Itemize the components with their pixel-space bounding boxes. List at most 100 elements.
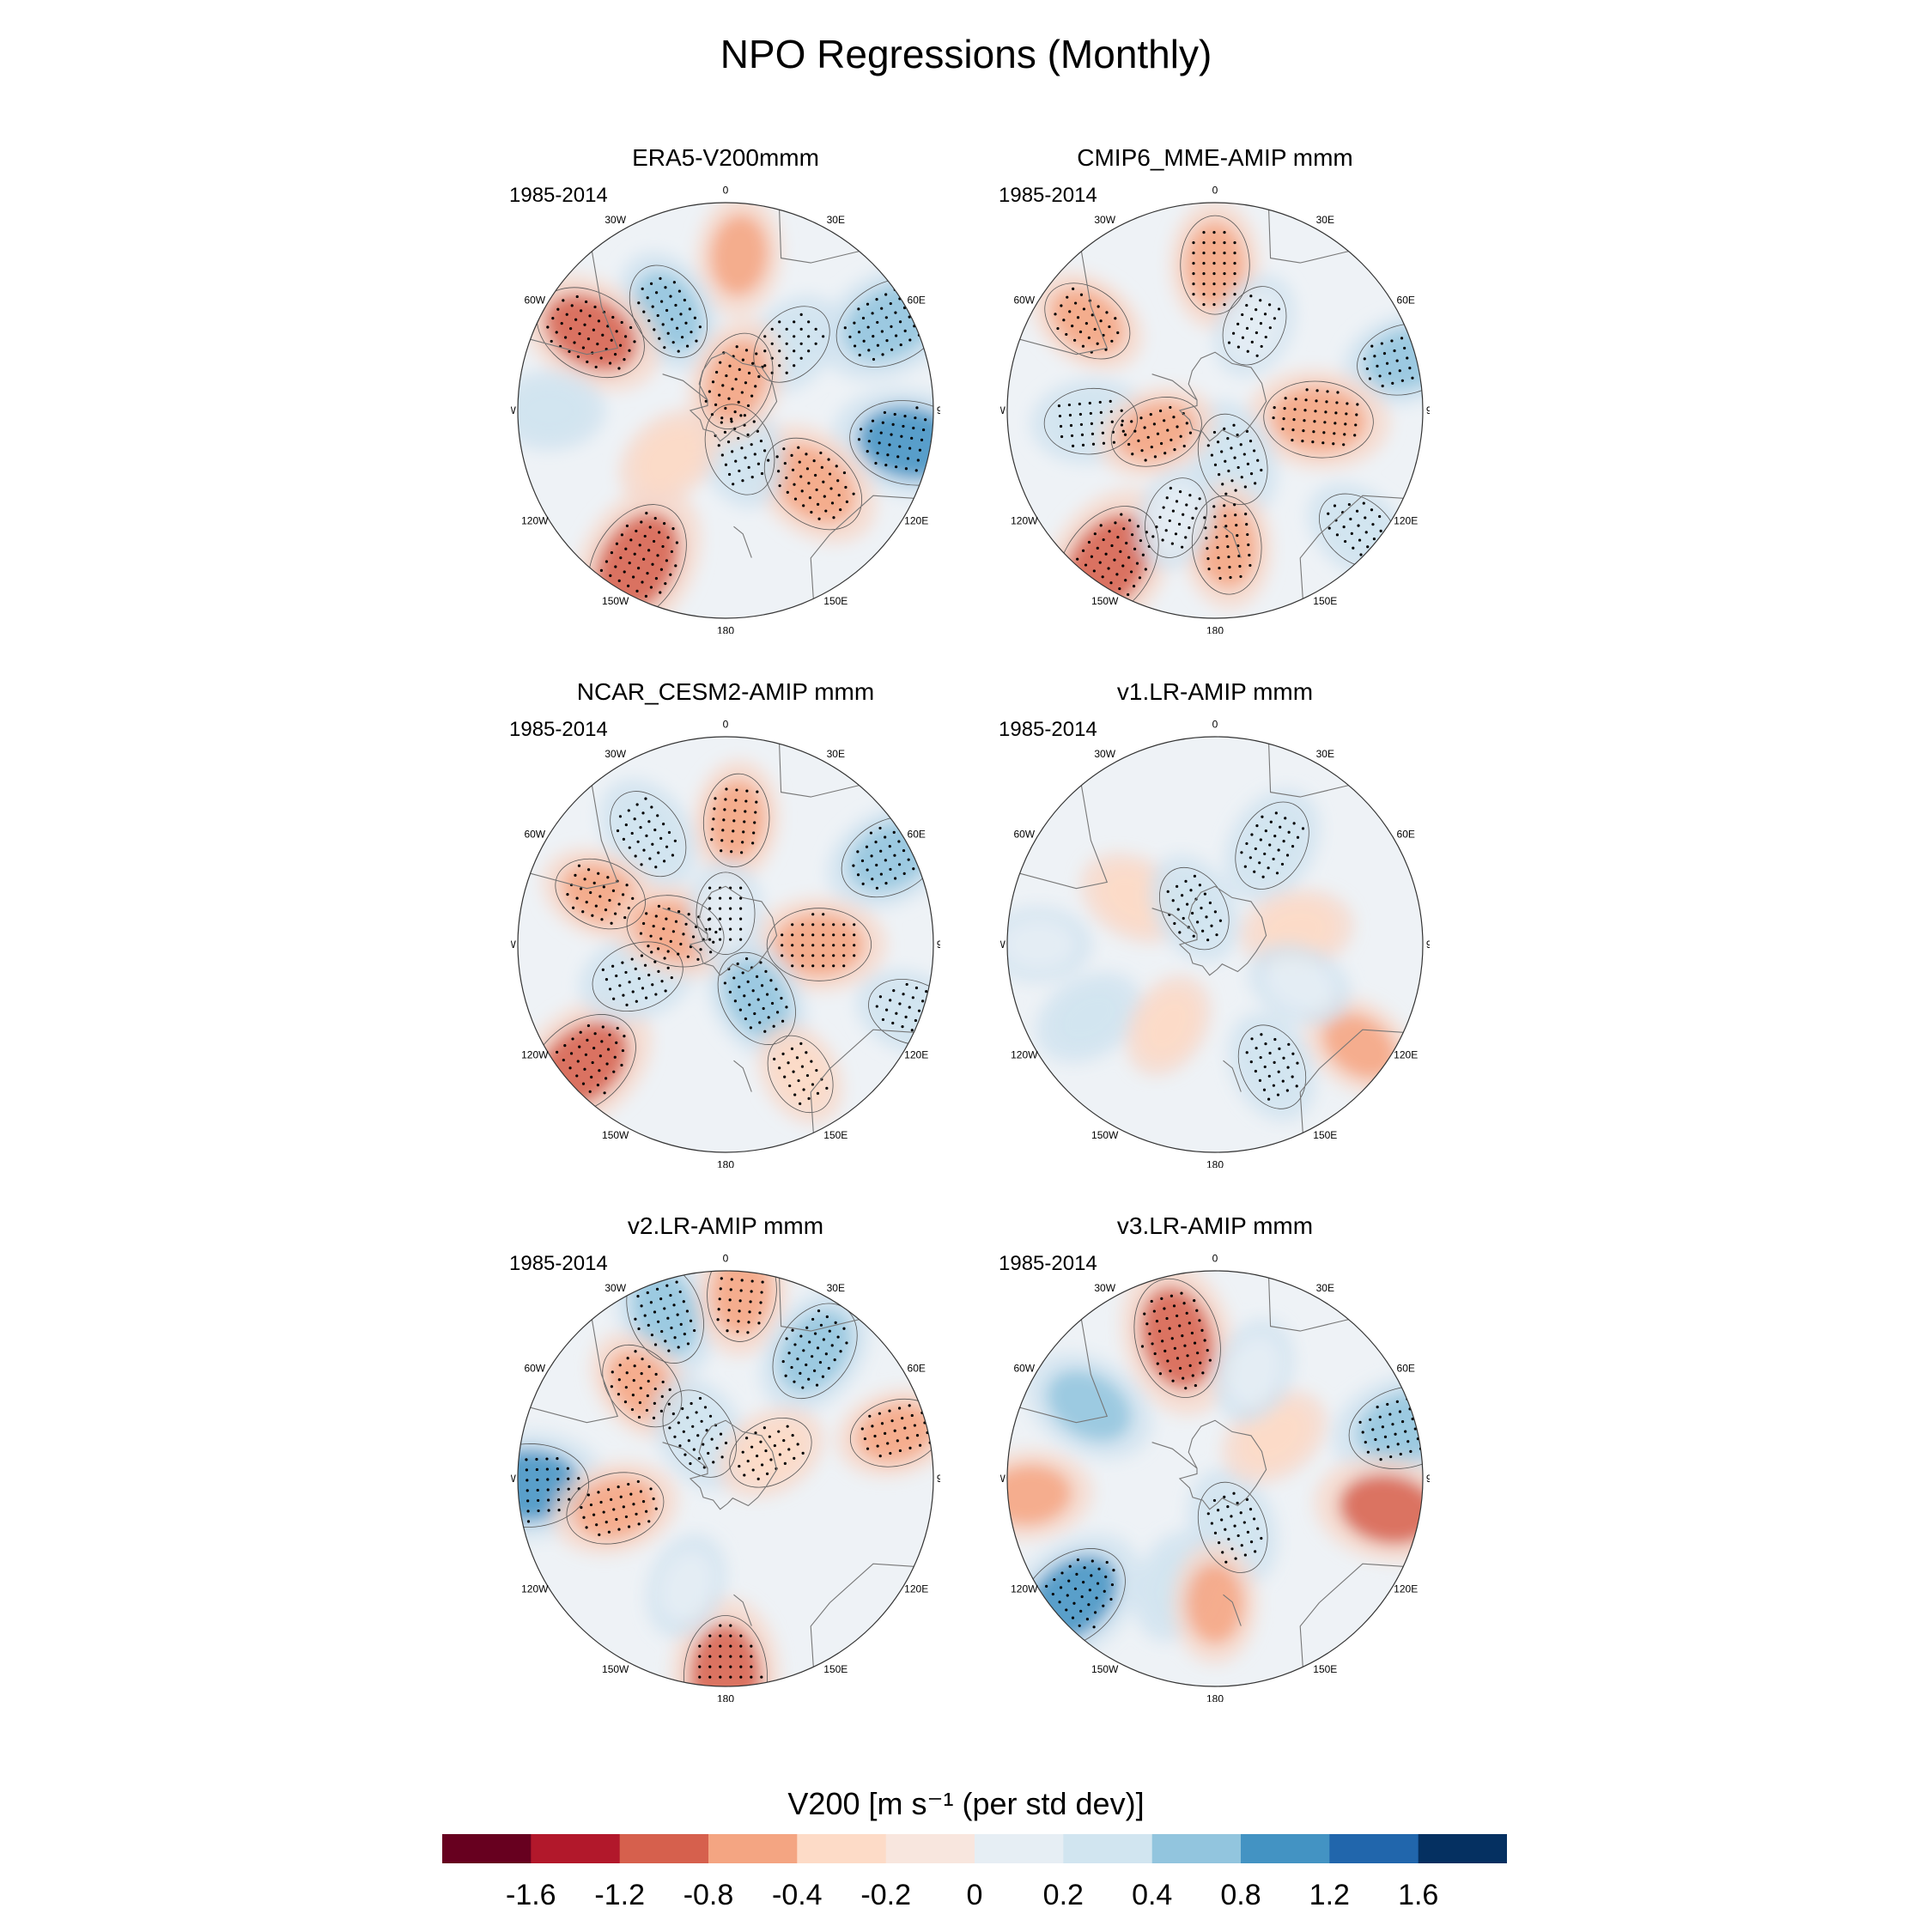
map-border [1006,736,1424,1153]
anomaly-negative [1149,483,1203,553]
significance-stipple [702,773,770,867]
longitude-label: 150E [823,595,848,607]
map-panel-v2-lr: v2.LR-AMIP mmm 1985-2014 0 30E 60E 90E 120E 1… [485,1212,966,1728]
figure-title: NPO Regressions (Monthly) [720,32,1212,76]
anomaly-negative [615,797,682,872]
longitude-label: 120E [1394,1583,1418,1595]
longitude-label: 0 [1212,185,1218,197]
colorbar-swatch [442,1834,532,1863]
significance-stipple [849,1398,933,1467]
significance-stipple [1237,1024,1307,1109]
colorbar-swatch [885,1834,975,1863]
longitude-label: 120E [1394,1048,1418,1060]
colorbar-swatch [1418,1834,1507,1863]
significance-stipple [602,1344,683,1428]
longitude-label: 30W [605,214,626,226]
significance-stipple [868,979,933,1046]
colorbar-swatch [619,1834,709,1863]
significance-stipple [1263,380,1374,459]
longitude-label: 180 [717,1159,734,1169]
polar-map: 0 30E 60E 90E 120E 150E 180 150W 120W 90W 60W 30W [511,185,940,635]
longitude-label: 120W [1011,1583,1038,1595]
longitude-label: 90W [1000,939,1006,951]
colorbar-swatch [1151,1834,1242,1863]
significance-stipple [626,895,725,968]
longitude-label: 150W [1091,1129,1119,1141]
longitude-label: 60W [524,829,545,841]
longitude-label: 90W [511,939,517,951]
map-panel-v3-lr: v3.LR-AMIP mmm 1985-2014 0 30E 60E 90E 120E 1… [975,1212,1455,1728]
anomaly-positive [710,215,769,296]
panel-title: CMIP6_MME-AMIP mmm [1077,144,1353,171]
longitude-label: 30W [1094,214,1115,226]
anomaly-positive [1139,992,1197,1060]
significance-stipple [1180,215,1250,315]
longitude-label: 150E [823,1663,848,1675]
land-outlines [530,210,914,599]
significance-stipple [610,791,687,878]
significance-stipple [1357,323,1423,396]
anomaly-negative [1356,1391,1423,1464]
longitude-label: 150W [602,1663,629,1675]
longitude-label: 90W [511,404,517,416]
significance-stipple [1197,1481,1268,1573]
longitude-label: 180 [1206,625,1224,635]
colorbar-tick-label: 1.6 [1398,1879,1438,1911]
longitude-label: 180 [1206,1693,1224,1703]
significance-stipple [704,404,775,495]
colorbar-swatch [1063,1834,1153,1863]
panel-title: v3.LR-AMIP mmm [1116,1212,1314,1239]
longitude-label: 60E [908,295,926,307]
anomaly-negative [857,405,933,480]
longitude-label: 180 [1206,1159,1224,1169]
anomaly-negative [700,878,751,950]
longitude-label: 150W [1091,1663,1119,1675]
land-outlines [1019,744,1404,1133]
colorbar-swatch [975,1834,1064,1863]
anomaly-negative [659,1551,714,1621]
significance-stipple [555,858,646,930]
panel-title: v1.LR-AMIP mmm [1116,678,1314,705]
polar-map: 0 30E 60E 90E 120E 150E 180 150W 120W 90W 60W 30W [1000,185,1430,635]
period-label: 1985-2014 [509,718,608,741]
anomaly-negative [1226,291,1283,361]
anomaly-negative [1363,328,1423,391]
colorbar-swatch [1329,1834,1419,1863]
longitude-label: 180 [717,1693,734,1703]
longitude-label: 60W [1013,295,1035,307]
anomaly-negative [518,383,587,438]
anomaly-positive [772,1040,829,1108]
longitude-label: 90W [1000,1473,1006,1485]
anomaly-positive [704,339,769,423]
longitude-label: 120E [904,1583,928,1595]
longitude-label: 90E [1426,1473,1430,1485]
colorbar-tick-label: 1.2 [1309,1879,1350,1911]
longitude-label: 60E [908,1363,926,1375]
significance-stipple [1235,801,1309,890]
significance-stipple [753,306,830,383]
longitude-label: 0 [723,1253,729,1265]
colorbar-tick-label: 0.8 [1220,1879,1261,1911]
anomaly-negative [1007,919,1074,970]
anomaly-positive [1185,222,1245,308]
longitude-label: 30W [605,748,626,760]
longitude-label: 30E [827,748,845,760]
map-panel-era5: ERA5-V200mmm 1985-2014 0 30E 60E 90E 120E 150… [485,144,966,659]
colorbar-tick-label: -0.8 [683,1879,734,1911]
map-border [1006,202,1424,619]
map-border [517,1270,934,1687]
anomaly-negative [1053,987,1125,1048]
map-panel-ncar-cesm2: NCAR_CESM2-AMIP mmm 1985-2014 0 30E 60E 90E… [485,678,966,1194]
anomaly-positive [1322,1012,1397,1079]
longitude-label: 120W [1011,1048,1038,1060]
longitude-label: 150W [1091,595,1119,607]
polar-map: 0 30E 60E 90E 120E 150E 180 150W 120W 90W 60W 30W [511,1253,940,1703]
longitude-label: 120W [521,1583,549,1595]
colorbar-tick-label: -0.2 [860,1879,911,1911]
longitude-label: 90E [937,404,940,416]
colorbar-swatch [1241,1834,1330,1863]
colorbar-tick-label: 0 [967,1879,983,1911]
significance-stipple [1197,413,1268,505]
longitude-label: 150E [1313,1663,1337,1675]
period-label: 1985-2014 [999,184,1097,207]
